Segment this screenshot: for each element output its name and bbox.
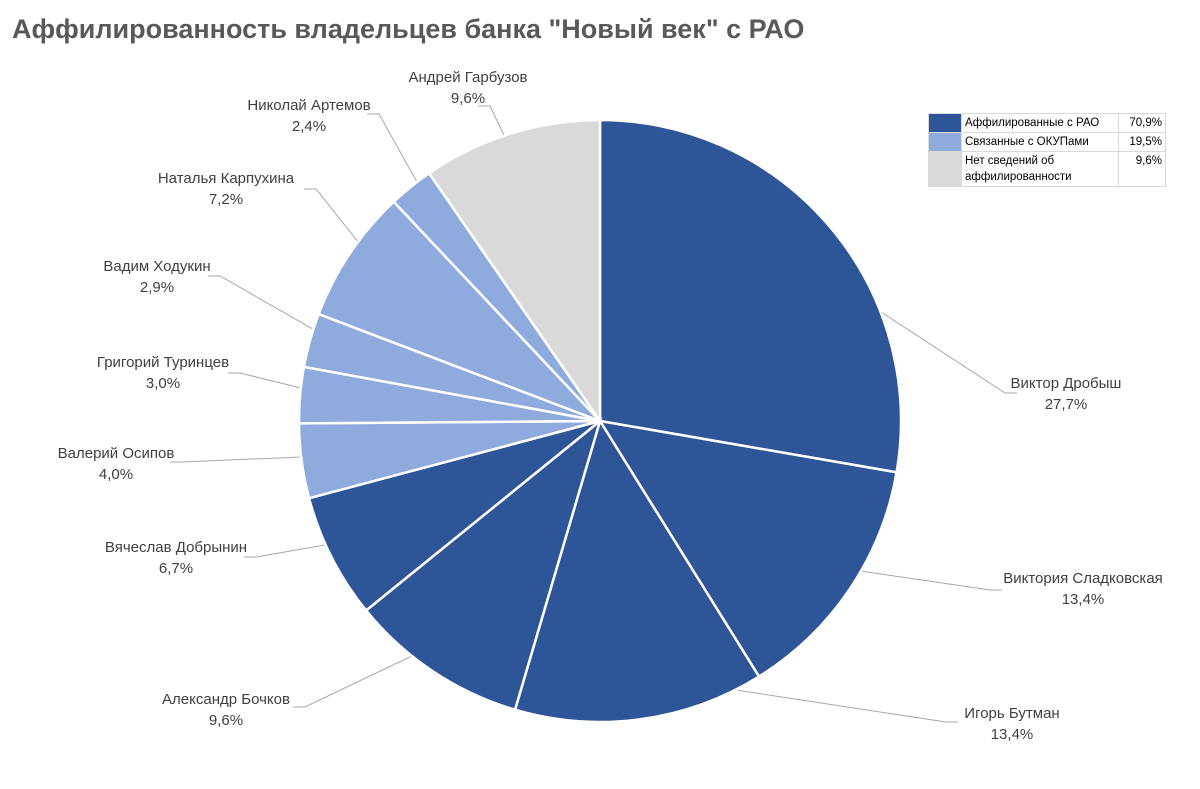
slice-name-label: Вадим Ходукин <box>103 258 210 275</box>
slice-labels: Виктор Дробыш 27,7% Виктория Сладковская 13… <box>58 69 1163 743</box>
legend-value: 9,6% <box>1118 151 1166 187</box>
leader-line <box>293 633 459 708</box>
slice-name-label: Виктор Дробыш <box>1011 375 1122 392</box>
slice-name-label: Вячеслав Добрынин <box>105 539 247 556</box>
leader-line <box>170 454 347 463</box>
leader-line <box>812 563 1002 591</box>
pie-slice <box>307 419 601 613</box>
slice-percent-label: 9,6% <box>209 712 243 729</box>
slice-percent-label: 2,4% <box>292 118 326 135</box>
legend-text: Аффилированные с РАО <box>961 113 1119 133</box>
legend-value: 19,5% <box>1118 132 1166 152</box>
pie-slice <box>317 199 601 423</box>
slice-name-label: Григорий Туринцев <box>97 354 229 371</box>
pie-slice <box>513 417 761 724</box>
slice-percent-label: 7,2% <box>209 191 243 208</box>
slice-percent-label: 3,0% <box>146 375 180 392</box>
legend-entry: Нет сведений об аффилированности 9,6% <box>928 151 1166 187</box>
slice-name-label: Игорь Бутман <box>964 705 1059 722</box>
legend-value: 70,9% <box>1118 113 1166 133</box>
pie-slice <box>597 419 899 679</box>
slice-name-label: Валерий Осипов <box>58 445 175 462</box>
slice-name-label: Александр Бочков <box>162 691 290 708</box>
pie-slice <box>427 118 602 426</box>
legend-swatch <box>928 151 962 187</box>
slice-name-label: Наталья Карпухина <box>158 170 295 187</box>
chart-title: Аффилированность владельцев банка "Новый… <box>12 14 805 44</box>
legend-entry: Связанные с ОКУПами 19,5% <box>928 132 1166 152</box>
slice-name-label: Андрей Гарбузов <box>408 69 527 86</box>
slice-name-label: Виктория Сладковская <box>1003 570 1163 587</box>
slice-percent-label: 27,7% <box>1045 396 1088 413</box>
legend: Аффилированные с РАО 70,9% Связанные с ОКУ… <box>928 113 1166 187</box>
leader-line <box>208 275 354 353</box>
slice-percent-label: 6,7% <box>159 560 193 577</box>
legend-text: Связанные с ОКУПами <box>961 132 1119 152</box>
slice-percent-label: 13,4% <box>991 726 1034 743</box>
slice-percent-label: 4,0% <box>99 466 133 483</box>
slice-name-label: Николай Артемов <box>247 97 370 114</box>
pie-slice <box>364 417 603 712</box>
legend-entry: Аффилированные с РАО 70,9% <box>928 113 1166 133</box>
leader-line <box>634 674 958 723</box>
legend-text: Нет сведений об аффилированности <box>961 151 1119 187</box>
slice-percent-label: 13,4% <box>1062 591 1105 608</box>
slice-percent-label: 2,9% <box>140 279 174 296</box>
pie-slices <box>297 118 903 724</box>
slice-percent-label: 9,6% <box>451 90 485 107</box>
legend-swatch <box>928 132 962 152</box>
pie-slice <box>598 118 903 474</box>
legend-swatch <box>928 113 962 133</box>
